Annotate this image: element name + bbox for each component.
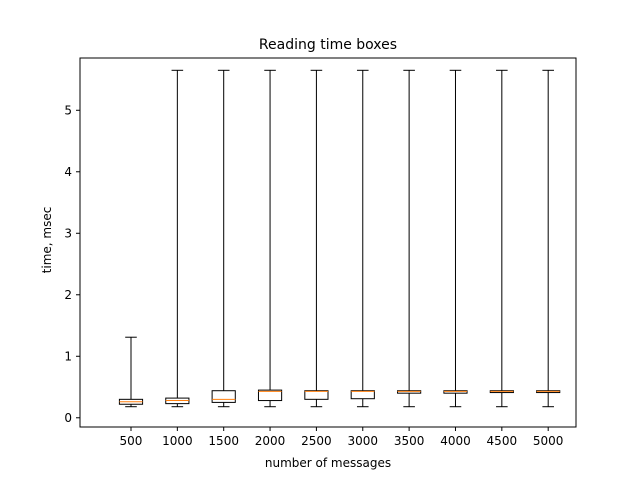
box-3500 — [397, 390, 422, 394]
chart-title: Reading time boxes — [259, 37, 397, 53]
y-tick-label-1: 1 — [64, 349, 72, 363]
box-1500 — [211, 390, 236, 403]
plot-area: 0 1 2 3 4 5 500 1000 1500 2000 2500 3000 3500 4000 450… — [64, 57, 577, 448]
x-tick-label-2000: 2000 — [255, 434, 286, 448]
x-tick-label-500: 500 — [120, 434, 143, 448]
y-axis-label: time, msec — [40, 207, 54, 274]
x-tick-label-3000: 3000 — [347, 434, 378, 448]
box-4000 — [443, 390, 468, 394]
y-tick-label-3: 3 — [64, 226, 72, 240]
x-axis-label: number of messages — [265, 456, 391, 470]
x-tick-label-4500: 4500 — [487, 434, 518, 448]
y-tick-label-0: 0 — [64, 411, 72, 425]
y-tick-label-2: 2 — [64, 288, 72, 302]
x-tick-label-1500: 1500 — [208, 434, 239, 448]
y-tick-label-4: 4 — [64, 165, 72, 179]
x-tick-label-5000: 5000 — [533, 434, 564, 448]
x-tick-label-2500: 2500 — [301, 434, 332, 448]
x-tick-label-1000: 1000 — [162, 434, 193, 448]
x-tick-label-4000: 4000 — [440, 434, 471, 448]
box-2000 — [257, 389, 283, 402]
plot-frame — [79, 57, 577, 428]
box-3000 — [350, 390, 375, 400]
x-tick-label-3500: 3500 — [394, 434, 425, 448]
y-tick-label-5: 5 — [64, 103, 72, 117]
box-2500 — [304, 390, 329, 400]
